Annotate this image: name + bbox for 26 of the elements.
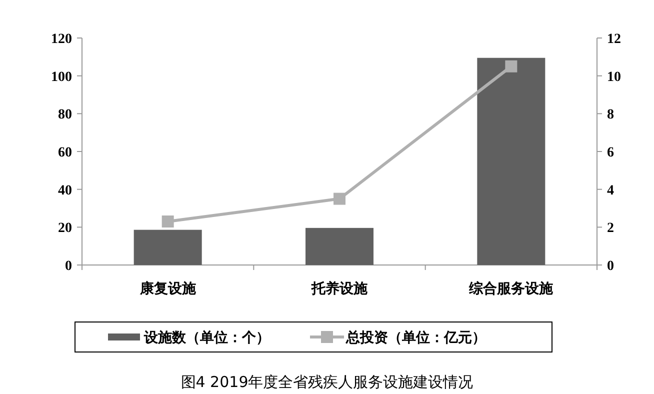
y-tick-label: 80 [58, 108, 72, 123]
y2-tick-label: 0 [607, 259, 614, 274]
bar [477, 58, 546, 265]
text: 图4 2019年度全省残疾人服务设施建设情况 [180, 373, 474, 391]
point [162, 215, 174, 228]
y2-tick-label: 4 [607, 183, 614, 198]
y2-tick-label: 8 [607, 108, 614, 123]
y-tick-label: 120 [51, 32, 72, 47]
y-tick-label: 40 [58, 183, 72, 198]
x-tick-label: 综合服务设施 [468, 280, 554, 297]
y2-tick-label: 2 [607, 221, 614, 236]
y2-tick-label: 10 [607, 70, 621, 85]
x-tick-label: 托养设施 [310, 280, 368, 297]
y-tick-label: 100 [51, 70, 72, 85]
y-tick-label: 0 [65, 259, 72, 274]
x-tick-label: 康复设施 [138, 280, 197, 297]
legend-label: 设施数（单位：个） [143, 330, 270, 346]
legend-label: 总投资（单位：亿元） [345, 330, 486, 346]
bar [134, 230, 202, 265]
y2-tick-label: 12 [607, 32, 621, 47]
point [334, 192, 346, 205]
point [505, 60, 518, 72]
y-tick-label: 20 [58, 221, 72, 236]
y2-tick-label: 6 [607, 146, 614, 160]
y-tick-label: 60 [58, 146, 72, 160]
bar [306, 228, 374, 265]
